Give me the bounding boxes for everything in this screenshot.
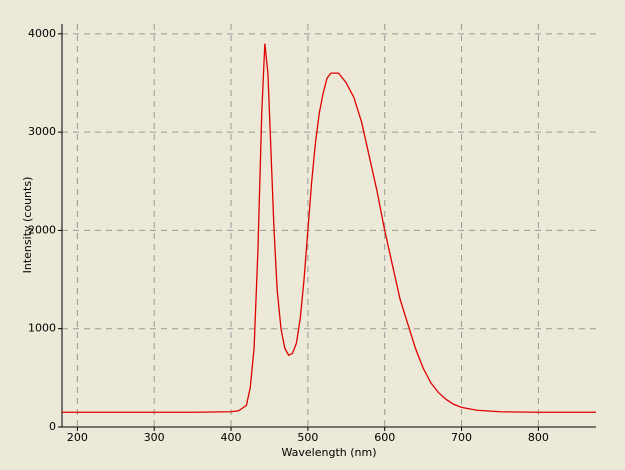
- x-tick-label: 600: [374, 431, 395, 444]
- series-line: [62, 43, 596, 413]
- x-tick-label: 200: [67, 431, 88, 444]
- y-axis-label: Intensity (counts): [21, 177, 34, 274]
- y-tick-label: 2000: [28, 223, 56, 236]
- y-tick-label: 4000: [28, 27, 56, 40]
- x-tick-label: 400: [221, 431, 242, 444]
- y-tick-label: 0: [49, 420, 56, 433]
- x-tick-label: 500: [297, 431, 318, 444]
- x-tick-label: 700: [451, 431, 472, 444]
- x-tick-label: 300: [144, 431, 165, 444]
- y-tick-label: 3000: [28, 125, 56, 138]
- x-tick-label: 800: [528, 431, 549, 444]
- y-tick-label: 1000: [28, 322, 56, 335]
- x-axis-label: Wavelength (nm): [281, 446, 376, 459]
